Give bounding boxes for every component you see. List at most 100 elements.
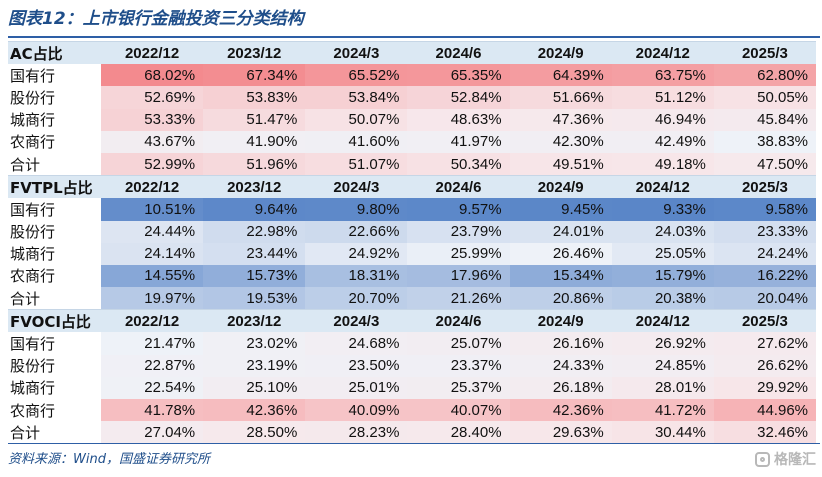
table-row: 农商行 41.78% 42.36% 40.09% 40.07% 42.36% 41.72% 4… [8, 399, 816, 422]
value-cell: 23.79% [407, 220, 510, 243]
period-header: 2024/3 [305, 309, 408, 333]
bank-type-label: 股份行 [8, 220, 101, 243]
value-cell: 27.04% [101, 421, 204, 444]
period-header: 2022/12 [101, 175, 204, 199]
period-header: 2024/6 [407, 175, 510, 199]
value-cell: 51.07% [305, 152, 408, 176]
period-header: 2024/9 [509, 41, 612, 65]
value-cell: 52.69% [101, 86, 204, 109]
bank-type-label: 农商行 [8, 130, 101, 153]
watermark: 格隆汇 [755, 449, 816, 469]
value-cell: 20.86% [509, 287, 612, 310]
value-cell: 41.90% [203, 130, 306, 153]
value-cell: 20.38% [611, 287, 714, 310]
bank-type-label: 国有行 [8, 332, 101, 355]
value-cell: 64.39% [509, 64, 612, 87]
table-row: 国有行 10.51% 9.64% 9.80% 9.57% 9.45% 9.33% 9.58% [8, 198, 816, 221]
value-cell: 24.44% [101, 220, 204, 243]
bank-type-label: 合计 [8, 287, 101, 310]
value-cell: 9.80% [305, 198, 408, 221]
period-header: 2023/12 [203, 309, 306, 333]
value-cell: 24.33% [509, 354, 612, 377]
value-cell: 51.66% [509, 86, 612, 109]
value-cell: 21.26% [407, 287, 510, 310]
period-header: 2025/3 [713, 309, 816, 333]
value-cell: 26.16% [509, 332, 612, 355]
bank-investment-table: AC占比 2022/12 2023/12 2024/3 2024/6 2024/9 2024… [8, 41, 816, 444]
value-cell: 42.36% [509, 399, 612, 422]
value-cell: 45.84% [713, 108, 816, 131]
value-cell: 26.46% [509, 242, 612, 265]
value-cell: 50.07% [305, 108, 408, 131]
value-cell: 20.04% [713, 287, 816, 310]
title-rule [8, 36, 820, 38]
value-cell: 10.51% [101, 198, 204, 221]
value-cell: 25.37% [407, 376, 510, 399]
period-header: 2025/3 [713, 41, 816, 65]
value-cell: 50.34% [407, 152, 510, 176]
table-row: 城商行 53.33% 51.47% 50.07% 48.63% 47.36% 46.94% 4… [8, 108, 816, 131]
value-cell: 25.07% [407, 332, 510, 355]
section-label: FVOCI占比 [8, 309, 101, 333]
value-cell: 51.47% [203, 108, 306, 131]
table-row: 合计 27.04% 28.50% 28.23% 28.40% 29.63% 30.44% 32… [8, 421, 816, 444]
value-cell: 26.62% [713, 354, 816, 377]
value-cell: 28.01% [611, 376, 714, 399]
period-header: 2024/3 [305, 41, 408, 65]
table-row: 股份行 24.44% 22.98% 22.66% 23.79% 24.01% 24.03% 2… [8, 220, 816, 243]
period-header: 2023/12 [203, 175, 306, 199]
value-cell: 40.07% [407, 399, 510, 422]
value-cell: 29.63% [509, 421, 612, 444]
value-cell: 46.94% [611, 108, 714, 131]
period-header: 2024/9 [509, 309, 612, 333]
value-cell: 14.55% [101, 264, 204, 288]
bank-type-label: 城商行 [8, 376, 101, 399]
bank-type-label: 农商行 [8, 264, 101, 288]
value-cell: 25.10% [203, 376, 306, 399]
table-row: 合计 52.99% 51.96% 51.07% 50.34% 49.51% 49.18% 47… [8, 152, 816, 176]
value-cell: 53.84% [305, 86, 408, 109]
value-cell: 41.78% [101, 399, 204, 422]
value-cell: 65.52% [305, 64, 408, 87]
value-cell: 24.68% [305, 332, 408, 355]
value-cell: 23.02% [203, 332, 306, 355]
value-cell: 19.97% [101, 287, 204, 310]
value-cell: 51.96% [203, 152, 306, 176]
section-label: AC占比 [8, 41, 101, 65]
value-cell: 23.19% [203, 354, 306, 377]
value-cell: 29.92% [713, 376, 816, 399]
value-cell: 19.53% [203, 287, 306, 310]
value-cell: 24.01% [509, 220, 612, 243]
period-header: 2025/3 [713, 175, 816, 199]
value-cell: 28.50% [203, 421, 306, 444]
value-cell: 42.36% [203, 399, 306, 422]
value-cell: 53.83% [203, 86, 306, 109]
table-row: 股份行 52.69% 53.83% 53.84% 52.84% 51.66% 51.12% 5… [8, 86, 816, 109]
source-note: 资料来源：Wind，国盛证券研究所 [8, 452, 210, 467]
bank-type-label: 股份行 [8, 86, 101, 109]
period-header: 2024/12 [611, 309, 714, 333]
period-header: 2024/9 [509, 175, 612, 199]
bank-type-label: 城商行 [8, 242, 101, 265]
value-cell: 27.62% [713, 332, 816, 355]
bank-type-label: 股份行 [8, 354, 101, 377]
value-cell: 38.83% [713, 130, 816, 153]
table-row: 农商行 43.67% 41.90% 41.60% 41.97% 42.30% 42.49% 3… [8, 130, 816, 153]
value-cell: 53.33% [101, 108, 204, 131]
value-cell: 9.33% [611, 198, 714, 221]
value-cell: 42.30% [509, 130, 612, 153]
value-cell: 62.80% [713, 64, 816, 87]
value-cell: 15.73% [203, 264, 306, 288]
bank-type-label: 农商行 [8, 399, 101, 422]
period-header: 2022/12 [101, 309, 204, 333]
value-cell: 41.60% [305, 130, 408, 153]
table-row: 城商行 22.54% 25.10% 25.01% 25.37% 26.18% 28.01% 2… [8, 376, 816, 399]
value-cell: 23.37% [407, 354, 510, 377]
value-cell: 24.92% [305, 242, 408, 265]
table-row: 国有行 68.02% 67.34% 65.52% 65.35% 64.39% 63.75% 6… [8, 64, 816, 87]
table-row: 城商行 24.14% 23.44% 24.92% 25.99% 26.46% 25.05% 2… [8, 242, 816, 265]
bank-type-label: 国有行 [8, 198, 101, 221]
value-cell: 25.01% [305, 376, 408, 399]
table-row: 农商行 14.55% 15.73% 18.31% 17.96% 15.34% 15.79% 1… [8, 264, 816, 288]
section-header-row: FVOCI占比 2022/12 2023/12 2024/3 2024/6 2024/9 2… [8, 309, 816, 333]
